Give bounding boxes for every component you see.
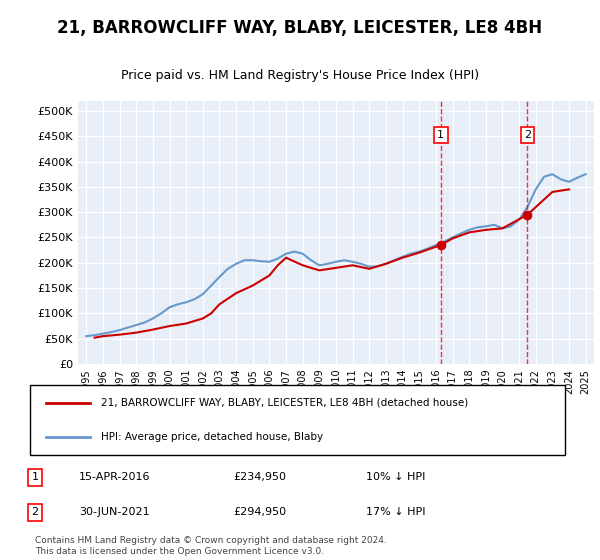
Text: 10% ↓ HPI: 10% ↓ HPI (366, 473, 425, 482)
Text: 15-APR-2016: 15-APR-2016 (79, 473, 151, 482)
Text: Contains HM Land Registry data © Crown copyright and database right 2024.
This d: Contains HM Land Registry data © Crown c… (35, 536, 387, 556)
Text: £294,950: £294,950 (234, 507, 287, 517)
Text: 30-JUN-2021: 30-JUN-2021 (79, 507, 150, 517)
Text: 21, BARROWCLIFF WAY, BLABY, LEICESTER, LE8 4BH (detached house): 21, BARROWCLIFF WAY, BLABY, LEICESTER, L… (101, 398, 469, 408)
FancyBboxPatch shape (29, 385, 565, 455)
Text: Price paid vs. HM Land Registry's House Price Index (HPI): Price paid vs. HM Land Registry's House … (121, 69, 479, 82)
Text: HPI: Average price, detached house, Blaby: HPI: Average price, detached house, Blab… (101, 432, 323, 442)
Text: 21, BARROWCLIFF WAY, BLABY, LEICESTER, LE8 4BH: 21, BARROWCLIFF WAY, BLABY, LEICESTER, L… (58, 19, 542, 37)
Text: 2: 2 (524, 130, 531, 140)
Text: 1: 1 (32, 473, 38, 482)
Text: 2: 2 (31, 507, 38, 517)
Text: £234,950: £234,950 (234, 473, 287, 482)
Text: 1: 1 (437, 130, 444, 140)
Text: 17% ↓ HPI: 17% ↓ HPI (366, 507, 426, 517)
